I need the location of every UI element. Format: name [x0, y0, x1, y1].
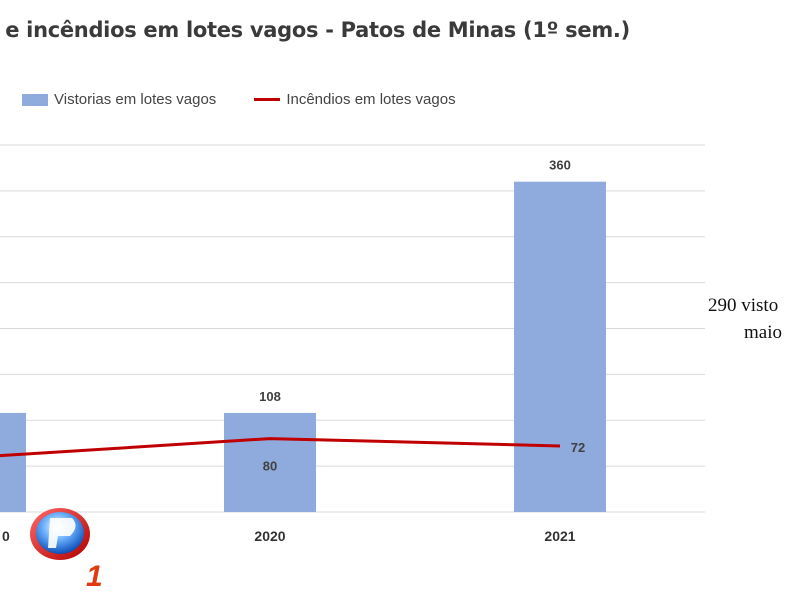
bar-2020 — [224, 412, 316, 512]
category-label: 0 — [2, 528, 10, 544]
side-note-line1: 290 visto — [708, 295, 779, 316]
legend: Vistorias em lotes vagos Incêndios em lo… — [22, 91, 494, 108]
chart-title: s e incêndios em lotes vagos - Patos de … — [0, 18, 630, 42]
line-incendios — [0, 437, 561, 458]
category-label: 2021 — [544, 528, 575, 544]
channel-logo-icon: 1 — [30, 508, 103, 593]
bar-value-label: 360 — [549, 158, 571, 173]
legend-item-incendios: Incêndios em lotes vagos — [254, 91, 456, 108]
bar-2019 — [0, 412, 26, 512]
legend-label-incendios: Incêndios em lotes vagos — [286, 91, 456, 108]
side-note: 290 visto maio — [708, 292, 800, 346]
line-value-label: 80 — [263, 459, 277, 474]
bar-2021 — [514, 181, 606, 512]
legend-label-vistorias: Vistorias em lotes vagos — [54, 91, 217, 108]
legend-line-swatch — [254, 98, 281, 101]
line-value-label: 72 — [571, 440, 585, 455]
bar-value-label: 108 — [259, 389, 281, 404]
side-note-line2: maio — [744, 322, 782, 343]
legend-item-vistorias: Vistorias em lotes vagos — [22, 91, 216, 108]
legend-bar-swatch — [22, 93, 48, 106]
svg-text:1: 1 — [86, 560, 103, 593]
category-label: 2020 — [254, 528, 285, 544]
